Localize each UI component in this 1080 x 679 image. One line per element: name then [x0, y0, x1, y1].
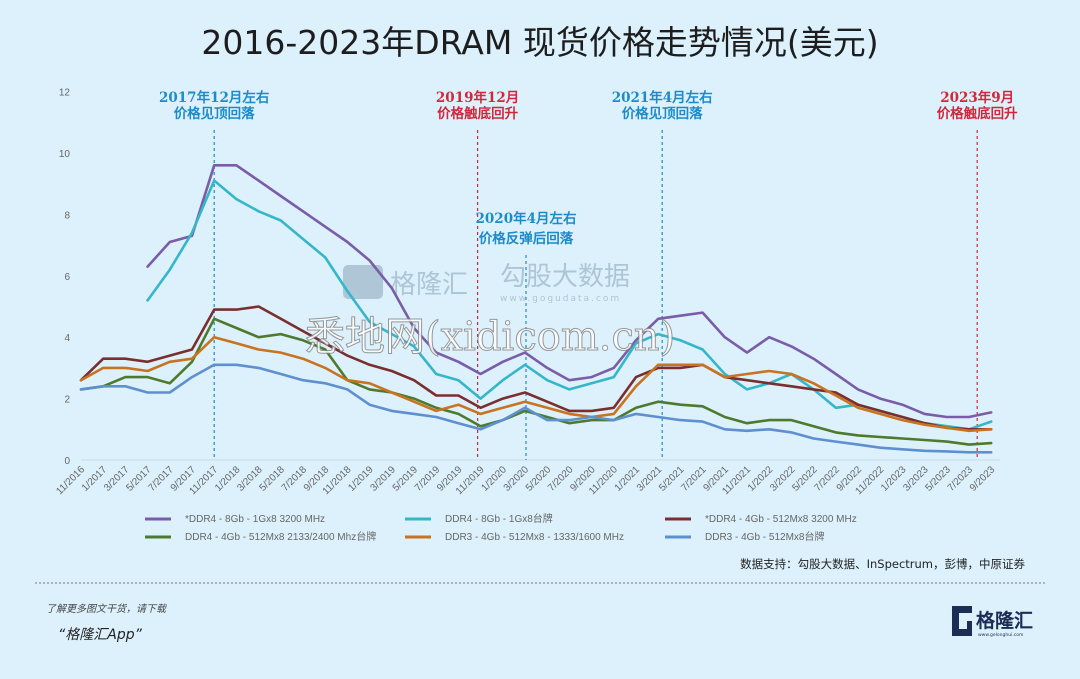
legend-label: *DDR4 - 8Gb - 1Gx8 3200 MHz [185, 514, 325, 525]
annotation-note: 价格触底回升 [437, 105, 518, 122]
y-tick-label: 0 [64, 456, 70, 467]
source-note: 数据支持：勾股大数据、InSpectrum，彭博，中原证券 [740, 557, 1025, 571]
annotation-date: 2021年4月左右 [612, 89, 713, 106]
gelonghui-logo: 格隆汇 www.gelonghui.com [952, 606, 1033, 638]
legend-item: DDR4 - 4Gb - 512Mx8 2133/2400 Mhz台牌 [145, 530, 376, 543]
x-tick-label: 11/2016 [54, 464, 87, 497]
logo-text: 格隆汇 [976, 609, 1033, 632]
annotation-note: 价格见顶回落 [174, 105, 255, 122]
annotation-note: 价格反弹后回落 [479, 230, 574, 247]
series-line-4 [79, 335, 993, 433]
legend-label: DDR4 - 8Gb - 1Gx8台牌 [445, 512, 553, 525]
annotation-note: 价格见顶回落 [622, 105, 703, 122]
watermarks: 格隆汇 勾股大数据 www.gogudata.com [343, 262, 630, 304]
footer-line1: 了解更多图文干货，请下载 [46, 603, 168, 615]
y-tick-label: 12 [59, 88, 71, 99]
gogudata-watermark: 勾股大数据 [500, 262, 630, 292]
annotation-date: 2017年12月左右 [159, 89, 269, 106]
y-tick-label: 10 [59, 149, 71, 160]
series-line-1 [146, 179, 993, 431]
series-line-2 [79, 305, 993, 431]
footer-line2: “格隆汇App” [58, 627, 143, 643]
y-tick-label: 8 [64, 210, 70, 221]
legend-label: DDR4 - 4Gb - 512Mx8 2133/2400 Mhz台牌 [185, 530, 376, 543]
series-line-0 [146, 164, 993, 419]
annotation-date: 2023年9月 [940, 89, 1014, 106]
legend-label: DDR3 - 4Gb - 512Mx8 - 1333/1600 MHz [445, 532, 624, 543]
legend-item: *DDR4 - 4Gb - 512Mx8 3200 MHz [665, 514, 857, 525]
gelonghui-watermark: 格隆汇 [390, 270, 468, 300]
x-tick-label: 9/2023 [968, 464, 998, 494]
y-tick-label: 6 [64, 272, 70, 283]
y-tick-label: 4 [64, 333, 70, 344]
legend-item: *DDR4 - 8Gb - 1Gx8 3200 MHz [145, 514, 325, 525]
annotation-date: 2020年4月左右 [476, 210, 577, 227]
legend-label: *DDR4 - 4Gb - 512Mx8 3200 MHz [705, 514, 857, 525]
annotation-date: 2019年12月 [436, 89, 519, 106]
legend-label: DDR3 - 4Gb - 512Mx8台牌 [705, 530, 824, 543]
series-line-5 [79, 363, 993, 454]
legend-item: DDR3 - 4Gb - 512Mx8台牌 [665, 530, 824, 543]
y-tick-label: 2 [64, 395, 70, 406]
xidi-watermark: 悉地网(xidicom.cn) [305, 314, 675, 360]
logo-mark-icon [952, 606, 972, 636]
annotation-note: 价格触底回升 [937, 105, 1018, 122]
chart-title: 2016-2023年DRAM 现货价格走势情况(美元) [201, 23, 878, 62]
logo-url: www.gelonghui.com [978, 632, 1023, 638]
legend-item: DDR4 - 8Gb - 1Gx8台牌 [405, 512, 553, 525]
gelonghui-watermark-logo [343, 265, 383, 299]
gogudata-watermark-url: www.gogudata.com [500, 294, 621, 304]
legend-item: DDR3 - 4Gb - 512Mx8 - 1333/1600 MHz [405, 532, 624, 543]
